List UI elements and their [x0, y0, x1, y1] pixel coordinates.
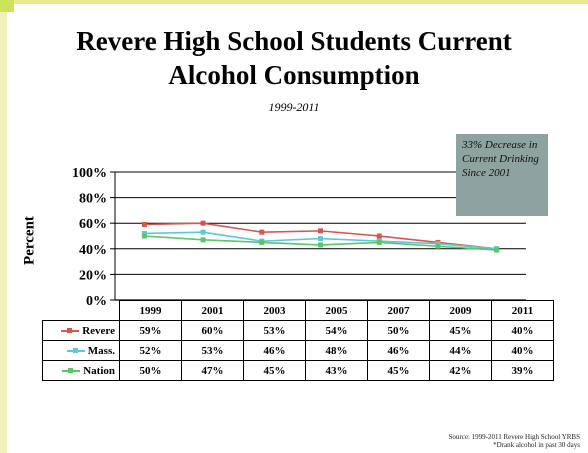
y-tick-label: 20% — [79, 268, 107, 283]
data-point — [435, 243, 441, 249]
legend-label: Nation — [83, 364, 115, 377]
data-point — [141, 233, 147, 239]
chart-title-line-2: Alcohol Consumption — [168, 60, 420, 90]
data-label: 48% — [305, 340, 368, 361]
data-label: 44% — [429, 340, 492, 361]
data-point — [141, 230, 147, 236]
source-line-2: *Drank alcohol in past 30 days — [493, 441, 580, 449]
corner-accent — [0, 0, 14, 12]
data-label: 46% — [367, 340, 430, 361]
data-label: 40% — [491, 340, 554, 361]
y-tick-label: 100% — [72, 166, 107, 181]
source-note: Source: 1999-2011 Revere High School YRB… — [449, 433, 581, 449]
slide-left-border — [0, 0, 7, 453]
data-label: 50% — [119, 360, 182, 381]
data-label: 53% — [181, 340, 244, 361]
data-label: 40% — [491, 320, 554, 341]
table-row: Nation 50% 47% 45% 43% 45% 42% 39% — [42, 360, 554, 381]
data-point — [318, 228, 323, 234]
data-label: 54% — [305, 320, 368, 341]
data-point — [259, 229, 265, 235]
chart-title: Revere High School Students Current Alco… — [0, 24, 588, 92]
x-tick-label: 2005 — [305, 300, 368, 321]
y-tick-label: 40% — [79, 243, 107, 258]
data-point — [318, 242, 323, 248]
table-row: Mass. 52% 53% 46% 48% 46% 44% 40% — [42, 340, 554, 361]
legend-line-icon — [62, 367, 81, 373]
legend-label: Mass. — [87, 344, 115, 357]
data-label: 47% — [181, 360, 244, 381]
legend-line-icon — [61, 327, 80, 333]
legend-label: Revere — [82, 324, 115, 337]
x-tick-label: 1999 — [119, 300, 182, 321]
data-label: 45% — [429, 320, 492, 341]
legend-entry: Mass. — [42, 340, 120, 361]
legend-line-icon — [66, 347, 85, 353]
table-corner-cell — [42, 300, 120, 321]
data-point — [200, 229, 206, 235]
annotation-note: 33% Decrease in Current Drinking Since 2… — [456, 134, 548, 216]
data-label: 43% — [305, 360, 368, 381]
data-label: 50% — [367, 320, 430, 341]
data-label: 46% — [243, 340, 306, 361]
data-table: 1999 2001 2003 2005 2007 2009 2011 Revere 59% 60%… — [42, 300, 554, 381]
data-label: 45% — [367, 360, 430, 381]
data-point — [200, 237, 206, 243]
data-point — [259, 239, 265, 245]
data-label: 53% — [243, 320, 306, 341]
legend-entry: Revere — [42, 320, 120, 341]
x-tick-label: 2011 — [491, 300, 554, 321]
slide-top-border — [0, 0, 588, 4]
data-label: 59% — [119, 320, 182, 341]
data-point — [435, 241, 441, 247]
data-label: 60% — [181, 320, 244, 341]
x-tick-label: 2001 — [181, 300, 244, 321]
y-tick-label: 80% — [79, 192, 107, 207]
x-tick-label: 2009 — [429, 300, 492, 321]
chart-title-line-1: Revere High School Students Current — [76, 26, 512, 56]
data-label: 39% — [491, 360, 554, 381]
data-point — [200, 220, 206, 226]
data-point — [376, 233, 382, 239]
x-tick-label: 2003 — [243, 300, 306, 321]
data-label: 42% — [429, 360, 492, 381]
data-point — [318, 236, 323, 242]
x-tick-label: 2007 — [367, 300, 430, 321]
table-header-row: 1999 2001 2003 2005 2007 2009 2011 — [42, 300, 554, 321]
y-tick-label: 60% — [79, 217, 107, 232]
data-point — [376, 239, 382, 245]
data-label: 45% — [243, 360, 306, 381]
legend-entry: Nation — [42, 360, 120, 381]
data-label: 52% — [119, 340, 182, 361]
chart-subtitle: 1999-2011 — [268, 100, 320, 114]
source-line-1: Source: 1999-2011 Revere High School YRB… — [448, 433, 581, 441]
table-row: Revere 59% 60% 53% 54% 50% 45% 40% — [42, 320, 554, 341]
data-point — [141, 221, 147, 227]
data-point — [494, 247, 500, 253]
